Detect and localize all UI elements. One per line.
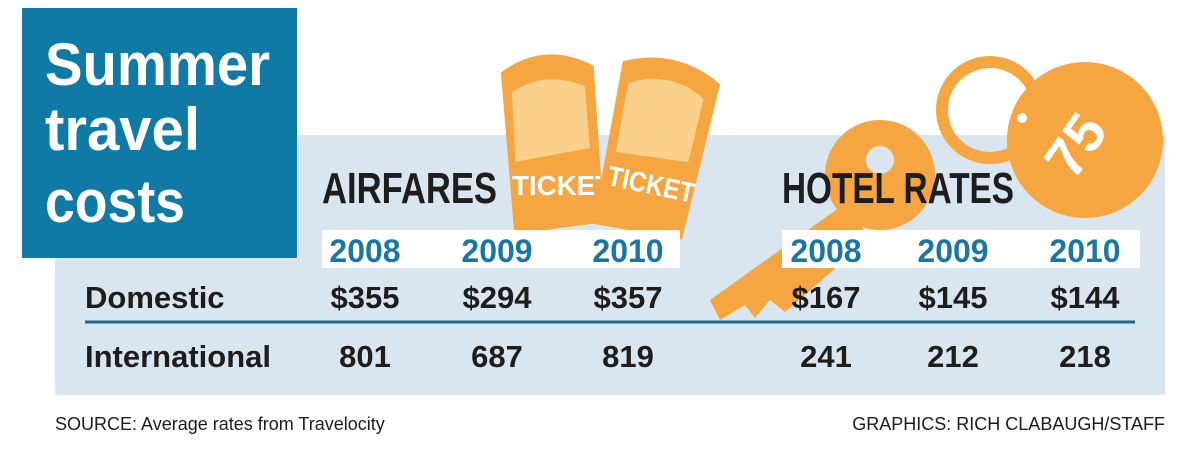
table-cell: $294 bbox=[463, 280, 533, 315]
table-cell: 218 bbox=[1059, 339, 1111, 374]
title-box bbox=[22, 8, 297, 258]
table-cell: 241 bbox=[800, 339, 852, 374]
key-tag bbox=[1007, 62, 1163, 218]
year-band bbox=[782, 230, 1140, 268]
key-hole bbox=[866, 146, 894, 174]
key-tag-hole bbox=[1017, 113, 1027, 123]
table-cell: $167 bbox=[792, 280, 861, 315]
year-label: 2008 bbox=[790, 233, 861, 269]
table-cell: 819 bbox=[602, 339, 654, 374]
credit: GRAPHICS: RICH CLABAUGH/STAFF bbox=[852, 414, 1165, 434]
ticket-window bbox=[511, 79, 590, 162]
row-label: International bbox=[85, 339, 271, 374]
group-header: HOTEL RATES bbox=[782, 164, 1014, 213]
table-cell: $357 bbox=[594, 280, 663, 315]
key-head bbox=[825, 120, 935, 230]
year-label: 2009 bbox=[917, 233, 988, 269]
year-label: 2010 bbox=[592, 233, 663, 269]
source-note: SOURCE: Average rates from Travelocity bbox=[55, 414, 385, 434]
year-label: 2008 bbox=[329, 233, 400, 269]
year-label: 2010 bbox=[1049, 233, 1120, 269]
table-cell: 801 bbox=[339, 339, 391, 374]
table-cell: 212 bbox=[927, 339, 979, 374]
title-line: travel bbox=[45, 96, 200, 163]
ticket-label: TICKET bbox=[512, 170, 612, 201]
ticket-illustration bbox=[500, 54, 721, 240]
year-band bbox=[322, 230, 680, 268]
table-cell: 687 bbox=[471, 339, 523, 374]
ticket-window bbox=[615, 78, 704, 163]
table-cell: $355 bbox=[331, 280, 400, 315]
table-cell: $144 bbox=[1051, 280, 1121, 315]
table-cell: $145 bbox=[919, 280, 988, 315]
title-line: costs bbox=[45, 168, 185, 235]
title-line: Summer bbox=[45, 31, 270, 98]
row-label: Domestic bbox=[85, 280, 225, 315]
year-label: 2009 bbox=[461, 233, 532, 269]
group-header: AIRFARES bbox=[322, 164, 497, 213]
